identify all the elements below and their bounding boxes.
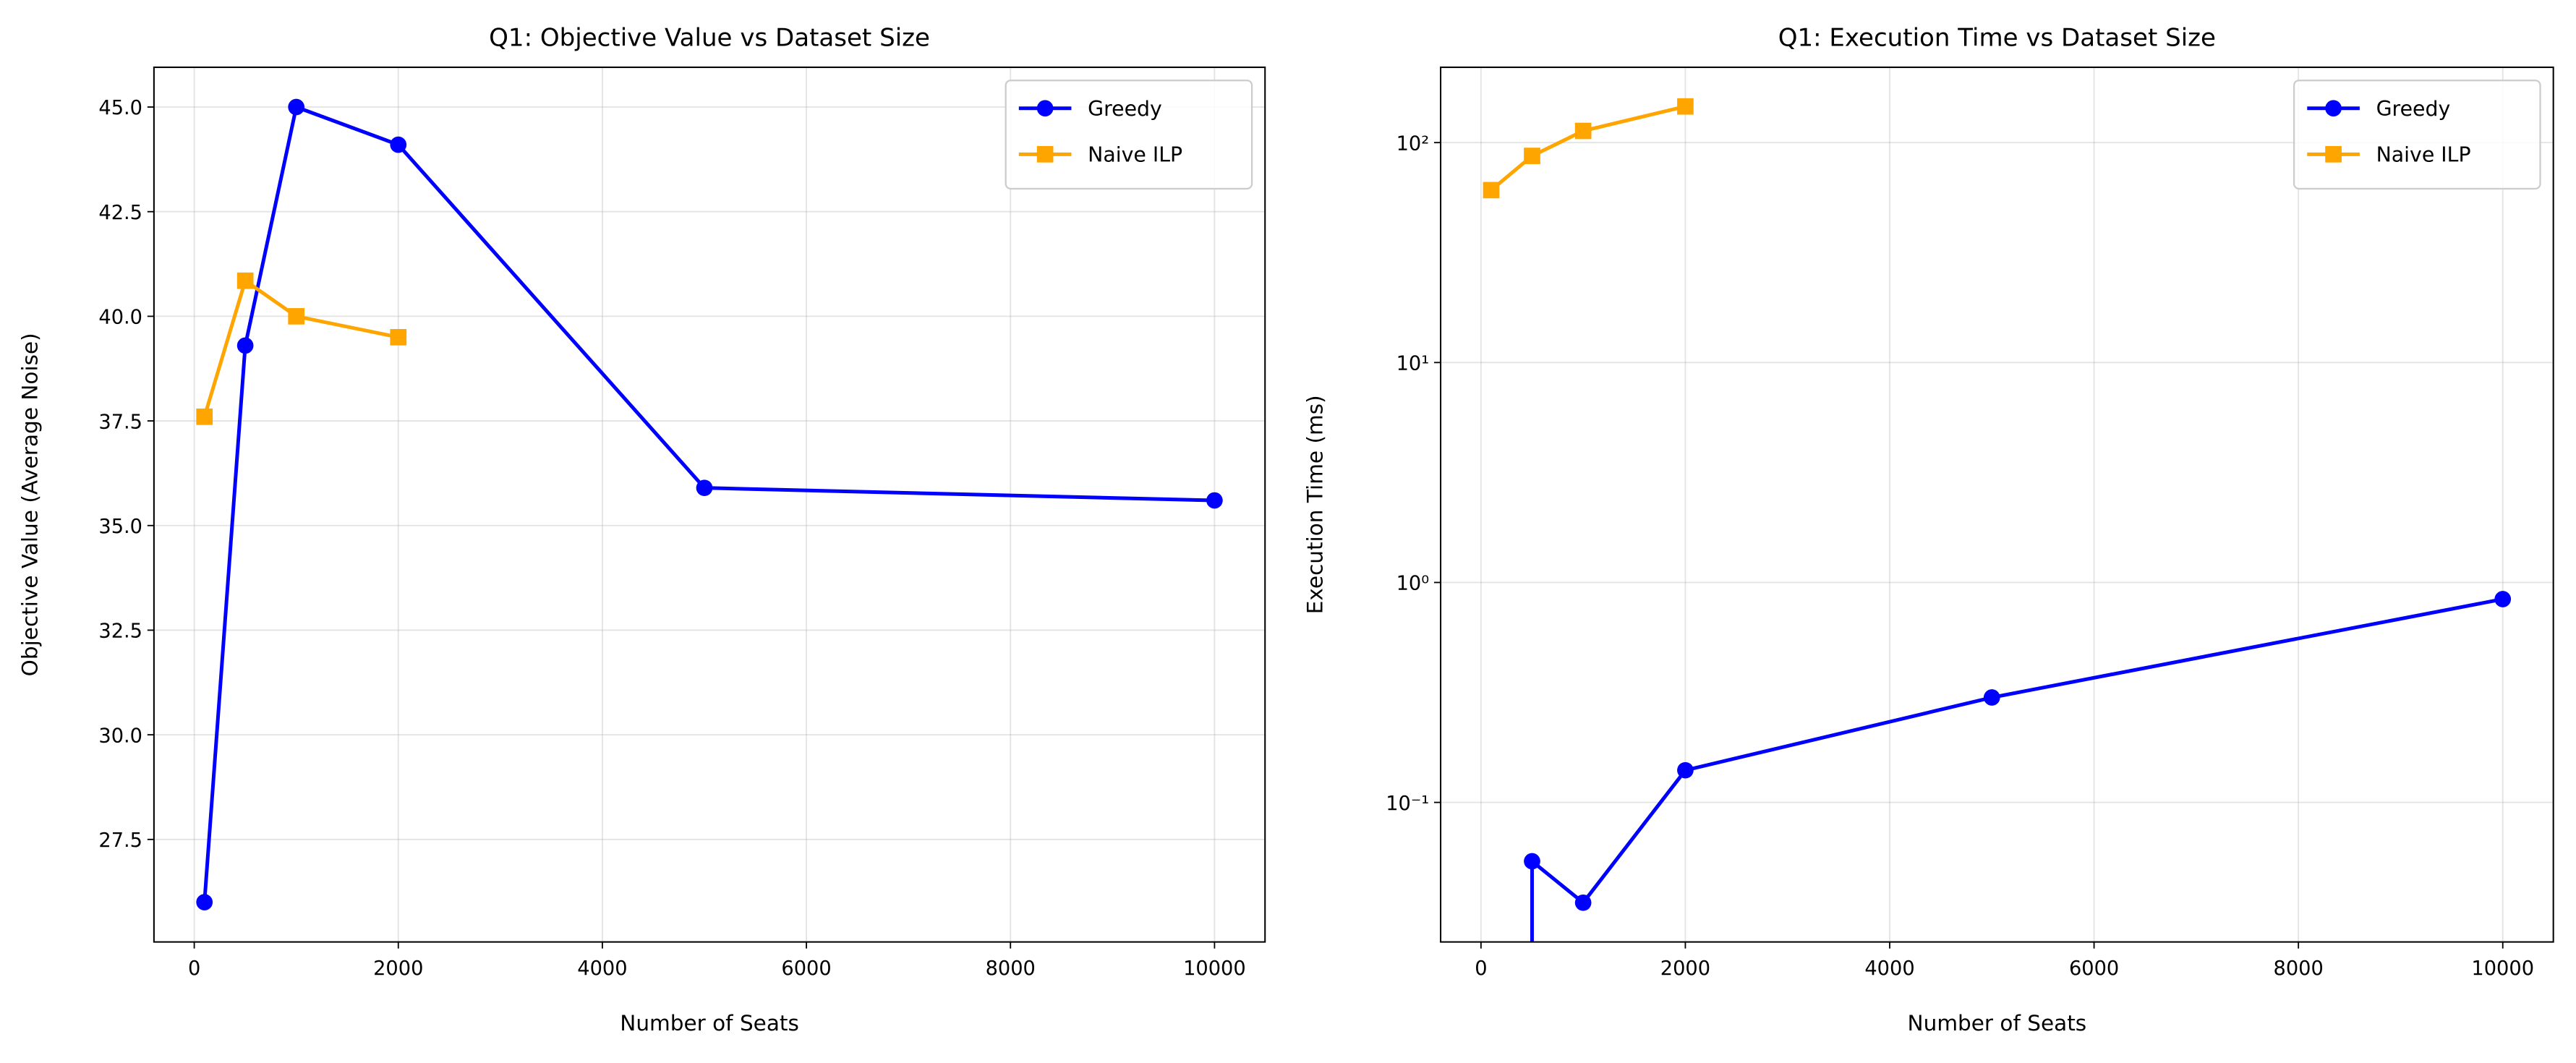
x-tick-label: 4000	[1864, 957, 1914, 980]
series-line	[202, 104, 1215, 902]
marker	[236, 337, 254, 354]
legend-marker	[1036, 145, 1054, 163]
series-line	[202, 278, 399, 418]
series-line	[1490, 104, 1686, 192]
axes: 0 2000 4000 6000 8000 10000 10⁻¹ 10⁰ 10¹ 10² Q1: E…	[1303, 24, 2554, 1036]
marker	[2494, 591, 2512, 607]
y-tick-label: 27.5	[98, 829, 142, 852]
marker	[1677, 761, 1694, 779]
marker	[1524, 853, 1540, 870]
marker	[1524, 148, 1540, 164]
y-tick-label: 42.5	[98, 202, 142, 224]
y-tick-label: 40.0	[98, 307, 142, 329]
x-tick-label: 2000	[1660, 957, 1710, 980]
marker	[1206, 492, 1223, 509]
x-tick-label: 4000	[577, 957, 627, 980]
marker	[1574, 122, 1592, 140]
marker	[390, 328, 407, 346]
marker	[288, 98, 305, 116]
x-tick-label: 10000	[1183, 957, 1246, 980]
marker	[390, 136, 407, 153]
y-tick-label: 10²	[1396, 132, 1430, 155]
marker	[196, 894, 213, 910]
y-axis-label: Execution Time (ms)	[1303, 395, 1328, 614]
marker	[288, 308, 305, 325]
y-axis-label: Objective Value (Average Noise)	[18, 333, 43, 676]
marker	[196, 408, 213, 425]
legend-label: Greedy	[2376, 97, 2451, 121]
legend-label: Greedy	[1088, 97, 1162, 121]
x-axis-label: Number of Seats	[620, 1011, 799, 1036]
legend-label: Naive ILP	[1088, 143, 1182, 167]
marker	[1574, 894, 1592, 911]
y-tick-label: 45.0	[98, 97, 142, 119]
legend-marker	[2325, 145, 2342, 163]
x-tick-label: 0	[188, 957, 200, 980]
x-tick-label: 8000	[986, 957, 1036, 980]
x-tick-label: 6000	[2069, 957, 2119, 980]
axes: 0 2000 4000 6000 8000 10000 27.5 30.0 32.5 35.0 37…	[18, 24, 1266, 1036]
legend: Greedy Naive ILP	[1005, 80, 1253, 190]
marker	[1677, 98, 1694, 115]
x-tick-label: 0	[1475, 957, 1487, 980]
legend-label: Naive ILP	[2376, 143, 2471, 167]
marker	[696, 479, 713, 497]
chart-title: Q1: Objective Value vs Dataset Size	[489, 24, 930, 53]
legend-marker	[1036, 100, 1054, 117]
legend: Greedy Naive ILP	[2293, 80, 2541, 190]
y-tick-label: 32.5	[98, 620, 142, 643]
axes-frame	[153, 67, 1266, 943]
y-tick-label: 10⁰	[1396, 573, 1430, 595]
marker	[1483, 182, 1500, 199]
marker	[236, 272, 254, 289]
plot-area	[1483, 98, 2512, 942]
series-line	[1530, 597, 2504, 942]
x-tick-label: 8000	[2274, 957, 2324, 980]
x-tick-label: 2000	[373, 957, 423, 980]
y-tick-label: 10¹	[1396, 353, 1430, 375]
y-tick-label: 30.0	[98, 725, 142, 747]
plot-area	[196, 98, 1223, 910]
x-tick-label: 6000	[781, 957, 831, 980]
axes-frame	[1440, 67, 2554, 943]
x-tick-label: 10000	[2471, 957, 2534, 980]
y-tick-label: 10⁻¹	[1386, 793, 1429, 815]
x-axis-label: Number of Seats	[1908, 1011, 2087, 1036]
legend-marker	[2325, 100, 2342, 117]
marker	[1983, 689, 2000, 706]
y-tick-label: 37.5	[98, 411, 142, 433]
chart-title: Q1: Execution Time vs Dataset Size	[1778, 24, 2216, 53]
y-tick-label: 35.0	[98, 516, 142, 538]
